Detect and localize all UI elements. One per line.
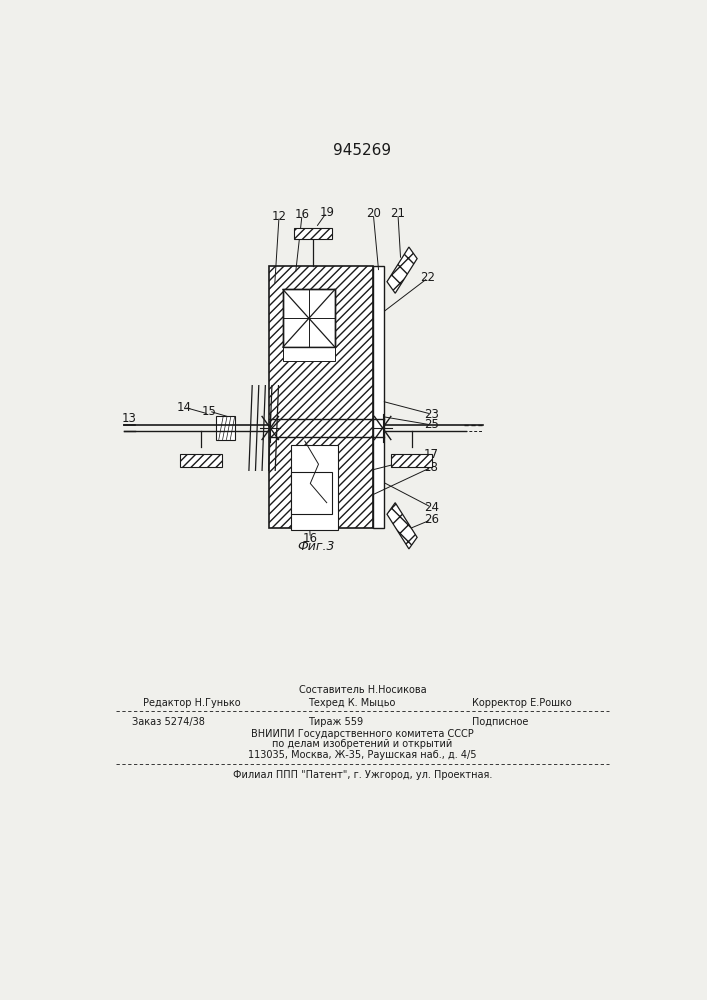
Text: 22: 22 <box>421 271 436 284</box>
Text: 945269: 945269 <box>333 143 392 158</box>
Bar <box>216 416 235 440</box>
Text: 14: 14 <box>177 401 192 414</box>
Text: 25: 25 <box>424 418 439 431</box>
Text: 16: 16 <box>303 532 317 545</box>
Bar <box>373 266 385 528</box>
Text: Техред К. Мыцьо: Техред К. Мыцьо <box>308 698 395 708</box>
Text: Заказ 5274/38: Заказ 5274/38 <box>132 717 205 727</box>
Text: Тираж 559: Тираж 559 <box>308 717 363 727</box>
Text: ВНИИПИ Государственного комитета СССР: ВНИИПИ Государственного комитета СССР <box>251 729 474 739</box>
Text: 12: 12 <box>271 210 286 223</box>
Text: 26: 26 <box>424 513 439 526</box>
Bar <box>291 445 338 530</box>
Text: 18: 18 <box>424 461 439 474</box>
Text: 16: 16 <box>295 208 310 221</box>
Text: 20: 20 <box>366 207 381 220</box>
Text: Составитель Н.Носикова: Составитель Н.Носикова <box>298 685 426 695</box>
Bar <box>283 289 335 347</box>
Bar <box>269 266 373 528</box>
Bar <box>391 454 433 467</box>
Text: Редактор Н.Гунько: Редактор Н.Гунько <box>144 698 241 708</box>
Text: по делам изобретений и открытий: по делам изобретений и открытий <box>272 739 452 749</box>
Polygon shape <box>387 247 417 293</box>
Text: 17: 17 <box>424 448 439 461</box>
Text: 23: 23 <box>424 408 439 421</box>
Text: 21: 21 <box>390 207 405 220</box>
Bar <box>269 266 373 528</box>
Text: Корректор Е.Рошко: Корректор Е.Рошко <box>472 698 572 708</box>
Bar <box>283 347 335 361</box>
Bar <box>291 472 332 514</box>
Bar <box>283 289 335 347</box>
Text: Подписное: Подписное <box>472 717 528 727</box>
Bar <box>294 228 332 239</box>
Text: 15: 15 <box>201 405 216 418</box>
Text: 13: 13 <box>122 412 137 425</box>
Text: Фиг.3: Фиг.3 <box>297 540 334 553</box>
Text: Филиал ППП "Патент", г. Ужгород, ул. Проектная.: Филиал ППП "Патент", г. Ужгород, ул. Про… <box>233 770 492 780</box>
Bar <box>180 454 221 467</box>
Text: 24: 24 <box>424 501 439 514</box>
Polygon shape <box>387 503 417 549</box>
Text: 19: 19 <box>320 206 334 219</box>
Text: 113035, Москва, Ж-35, Раушская наб., д. 4/5: 113035, Москва, Ж-35, Раушская наб., д. … <box>248 750 477 760</box>
